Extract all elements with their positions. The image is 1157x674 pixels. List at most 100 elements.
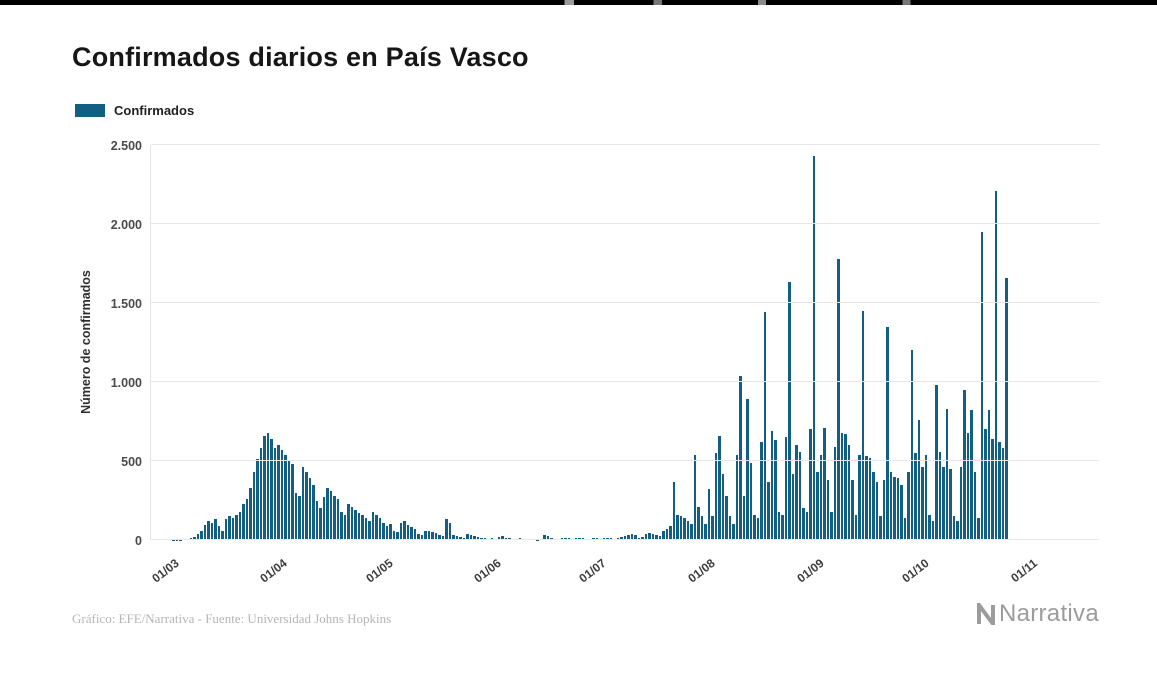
bar[interactable] [252, 472, 255, 540]
bar[interactable] [931, 521, 934, 540]
bar[interactable] [504, 537, 507, 540]
bar[interactable] [501, 536, 504, 540]
bar[interactable] [809, 429, 812, 540]
bar[interactable] [893, 476, 896, 540]
bar[interactable] [777, 511, 780, 540]
bar[interactable] [718, 435, 721, 540]
bar[interactable] [1005, 277, 1008, 540]
bar[interactable] [760, 442, 763, 540]
bar[interactable] [326, 487, 329, 540]
bar[interactable] [693, 454, 696, 540]
bar[interactable] [774, 440, 777, 540]
bar[interactable] [284, 454, 287, 540]
bar[interactable] [753, 514, 756, 540]
bar[interactable] [196, 534, 199, 540]
bar[interactable] [480, 537, 483, 540]
bar[interactable] [543, 535, 546, 540]
bar[interactable] [861, 310, 864, 540]
bar[interactable] [697, 506, 700, 540]
bar[interactable] [203, 525, 206, 540]
bar[interactable] [970, 410, 973, 540]
bar[interactable] [301, 467, 304, 540]
bar[interactable] [210, 522, 213, 540]
bar[interactable] [907, 472, 910, 540]
bar[interactable] [413, 528, 416, 540]
bar[interactable] [424, 530, 427, 540]
bar[interactable] [452, 535, 455, 540]
bar[interactable] [382, 522, 385, 540]
bar[interactable] [273, 448, 276, 540]
bar[interactable] [742, 495, 745, 540]
bar[interactable] [700, 516, 703, 540]
bar[interactable] [998, 442, 1001, 540]
bar[interactable] [648, 532, 651, 540]
bar[interactable] [732, 524, 735, 540]
bar[interactable] [910, 350, 913, 540]
bar[interactable] [385, 525, 388, 540]
bar[interactable] [417, 533, 420, 540]
bar[interactable] [781, 514, 784, 540]
bar[interactable] [333, 495, 336, 540]
bar[interactable] [875, 481, 878, 540]
bar[interactable] [298, 495, 301, 540]
bar[interactable] [448, 522, 451, 540]
bar[interactable] [868, 457, 871, 540]
bar[interactable] [574, 537, 577, 540]
bar[interactable] [473, 536, 476, 540]
bar[interactable] [287, 461, 290, 540]
bar[interactable] [819, 454, 822, 540]
bar[interactable] [221, 530, 224, 540]
bar[interactable] [627, 535, 630, 540]
bar[interactable] [980, 231, 983, 540]
bar[interactable] [217, 525, 220, 540]
bar[interactable] [669, 525, 672, 540]
bar[interactable] [707, 489, 710, 540]
bar[interactable] [420, 535, 423, 540]
bar[interactable] [973, 472, 976, 540]
bar[interactable] [826, 479, 829, 540]
bar[interactable] [291, 464, 294, 540]
bar[interactable] [938, 451, 941, 540]
bar[interactable] [389, 524, 392, 540]
bar[interactable] [263, 435, 266, 540]
bar[interactable] [882, 479, 885, 540]
bar[interactable] [949, 468, 952, 540]
bar[interactable] [277, 445, 280, 540]
bar[interactable] [721, 473, 724, 540]
bar[interactable] [725, 495, 728, 540]
bar[interactable] [658, 536, 661, 540]
bar[interactable] [655, 535, 658, 540]
bar[interactable] [714, 453, 717, 540]
bar[interactable] [266, 433, 269, 540]
bar[interactable] [830, 511, 833, 540]
bar[interactable] [816, 472, 819, 540]
bar[interactable] [396, 532, 399, 540]
bar[interactable] [630, 534, 633, 540]
bar[interactable] [476, 536, 479, 540]
bar[interactable] [431, 532, 434, 540]
bar[interactable] [315, 500, 318, 540]
bar[interactable] [378, 517, 381, 540]
bar[interactable] [200, 530, 203, 540]
bar[interactable] [312, 484, 315, 540]
bar[interactable] [214, 519, 217, 540]
bar[interactable] [756, 517, 759, 540]
bar[interactable] [798, 451, 801, 540]
bar[interactable] [319, 508, 322, 540]
bar[interactable] [455, 536, 458, 540]
bar[interactable] [770, 430, 773, 540]
bar[interactable] [854, 514, 857, 540]
bar[interactable] [497, 536, 500, 540]
bar[interactable] [966, 432, 969, 540]
bar[interactable] [410, 527, 413, 540]
bar[interactable] [242, 503, 245, 540]
bar[interactable] [823, 427, 826, 540]
bar[interactable] [991, 438, 994, 540]
bar[interactable] [749, 462, 752, 540]
bar[interactable] [308, 478, 311, 540]
bar[interactable] [224, 519, 227, 540]
bar[interactable] [812, 156, 815, 540]
bar[interactable] [193, 536, 196, 540]
bar[interactable] [924, 454, 927, 540]
bar[interactable] [784, 437, 787, 540]
